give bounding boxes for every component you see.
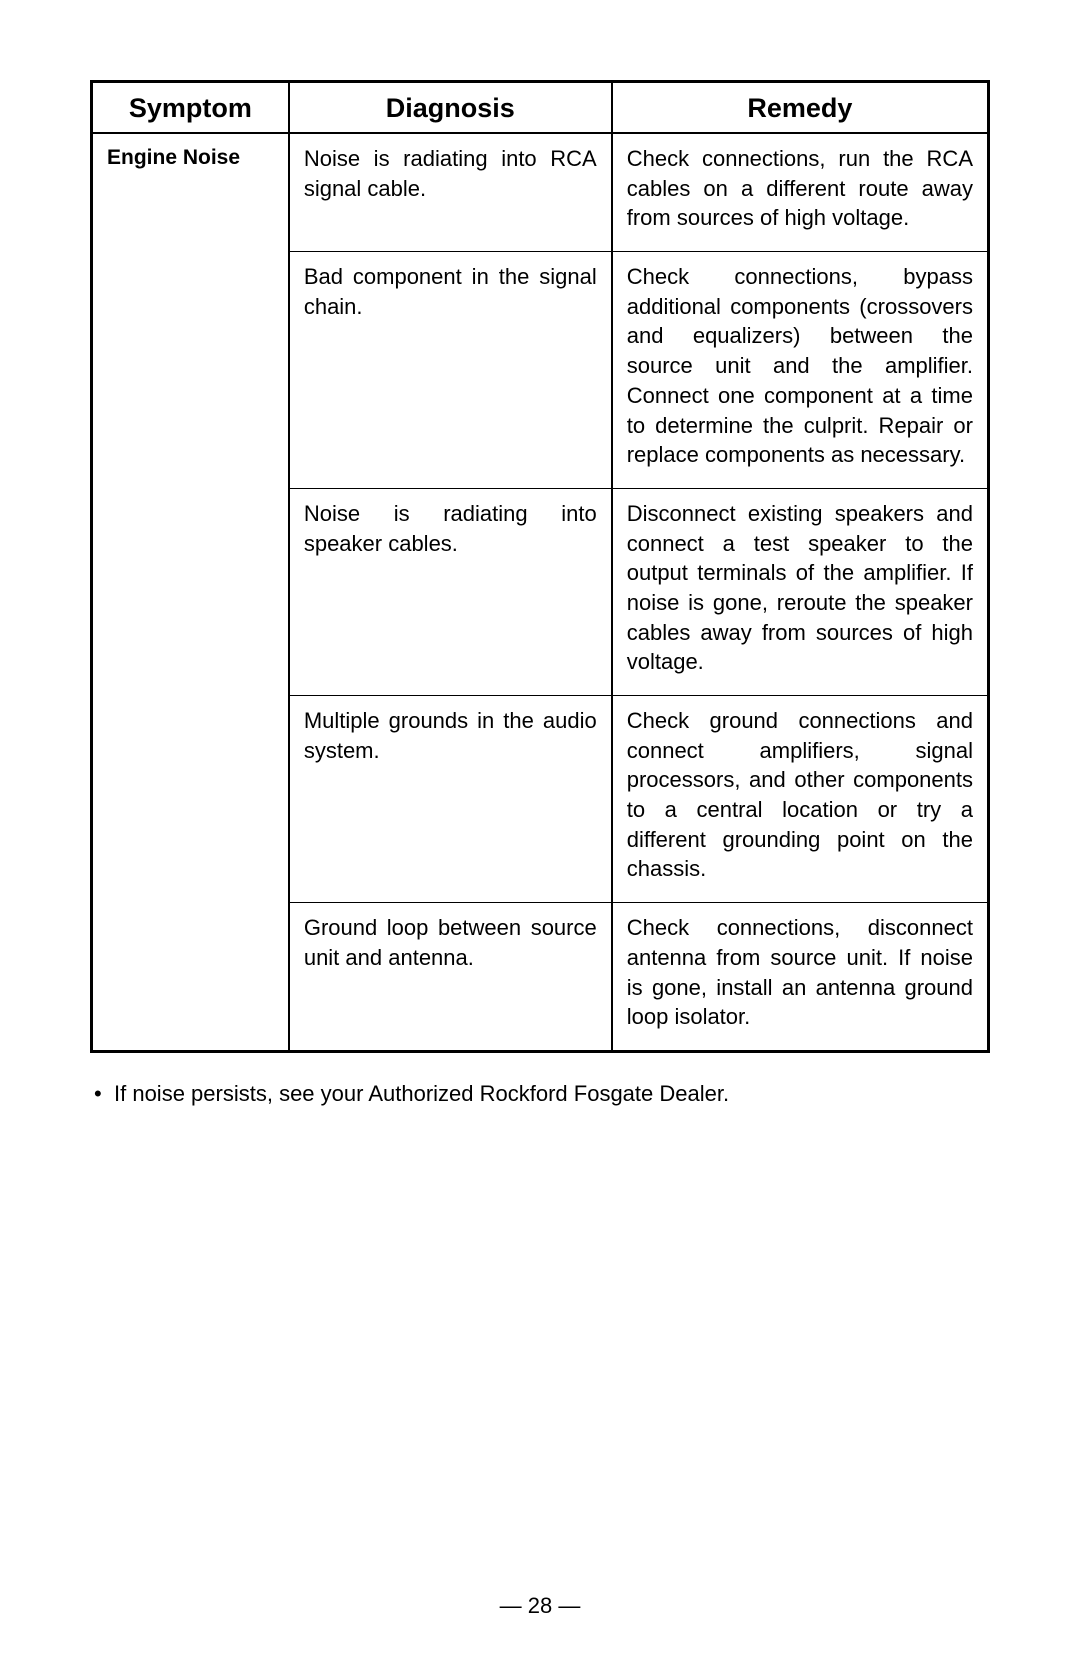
remedy-cell: Check connections, run the RCA cables on… — [612, 133, 989, 252]
remedy-cell: Check connections, bypass additional com… — [612, 252, 989, 489]
remedy-cell: Check connections, disconnect antenna fr… — [612, 903, 989, 1052]
diagnosis-cell: Noise is radiating into speaker cables. — [289, 488, 612, 695]
remedy-cell: Check ground connections and connect amp… — [612, 696, 989, 903]
diagnosis-cell: Ground loop between source unit and ante… — [289, 903, 612, 1052]
header-remedy: Remedy — [612, 82, 989, 134]
footnote-list: If noise persists, see your Authorized R… — [90, 1079, 990, 1110]
header-diagnosis: Diagnosis — [289, 82, 612, 134]
symptom-cell: Engine Noise — [92, 133, 289, 1051]
footnote-item: If noise persists, see your Authorized R… — [114, 1079, 990, 1110]
table-header-row: Symptom Diagnosis Remedy — [92, 82, 989, 134]
header-symptom: Symptom — [92, 82, 289, 134]
diagnosis-cell: Bad component in the signal chain. — [289, 252, 612, 489]
remedy-cell: Disconnect existing speakers and connect… — [612, 488, 989, 695]
page-number: — 28 — — [0, 1593, 1080, 1619]
troubleshooting-table: Symptom Diagnosis Remedy Engine Noise No… — [90, 80, 990, 1053]
document-page: Symptom Diagnosis Remedy Engine Noise No… — [0, 0, 1080, 1669]
diagnosis-cell: Multiple grounds in the audio system. — [289, 696, 612, 903]
table-row: Engine Noise Noise is radiating into RCA… — [92, 133, 989, 252]
diagnosis-cell: Noise is radiating into RCA signal cable… — [289, 133, 612, 252]
